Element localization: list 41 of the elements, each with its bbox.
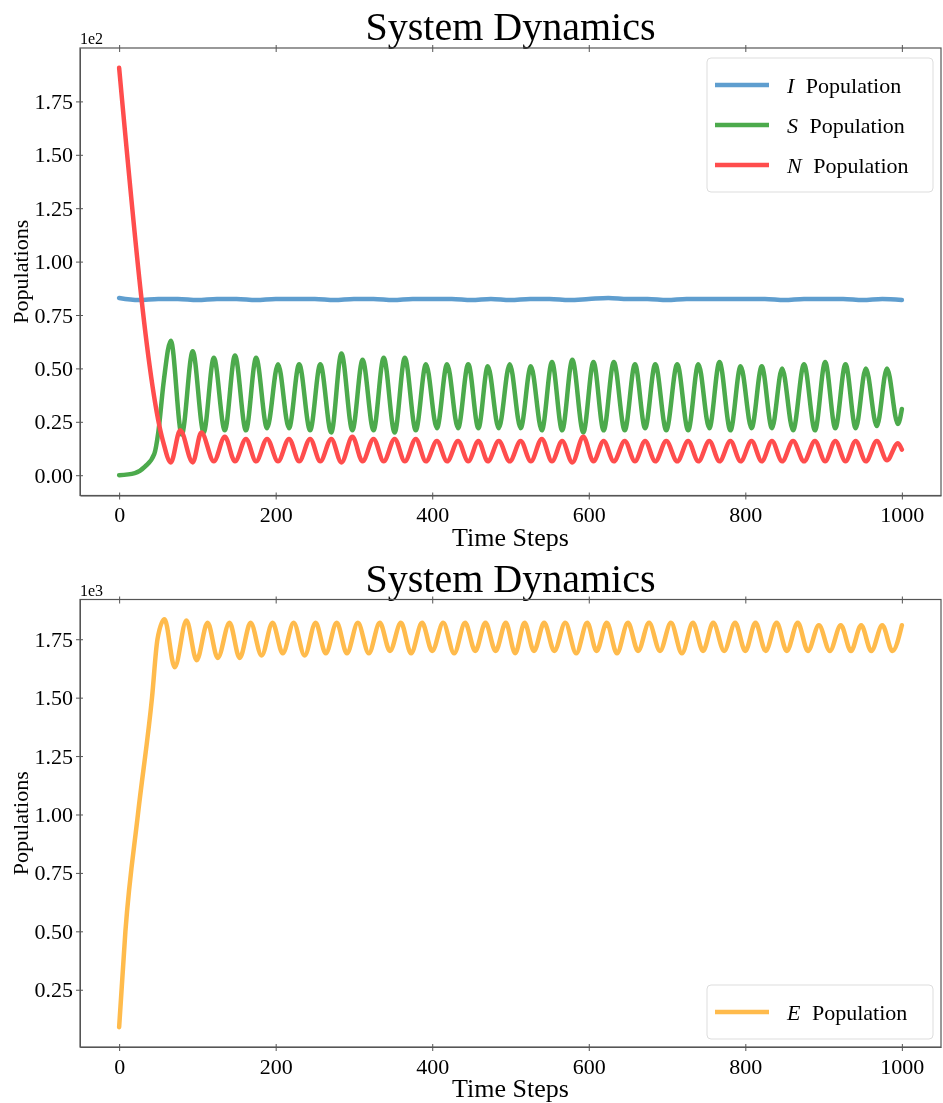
y-tick-label: 1.00	[34, 802, 73, 828]
y-axis-title: Populations	[8, 771, 33, 876]
y-tick-label: 1.50	[34, 685, 73, 711]
x-tick-label: 200	[259, 502, 293, 528]
chart-title: System Dynamics	[365, 555, 656, 601]
x-tick-label: 1000	[880, 502, 925, 528]
legend-label: S Population	[787, 112, 905, 138]
y-tick-label: 0.50	[34, 355, 73, 381]
y-tick-label: 0.75	[34, 860, 73, 886]
legend-label: N Population	[786, 152, 909, 178]
x-tick-label: 200	[259, 1053, 293, 1079]
x-tick-label: 800	[729, 502, 763, 528]
x-tick-label: 800	[729, 1053, 763, 1079]
text: 1e2	[80, 30, 104, 47]
chart-title: System Dynamics	[365, 4, 656, 49]
legend-label: E Population	[786, 999, 908, 1025]
y-tick-label: 0.00	[34, 462, 73, 488]
x-tick-label: 0	[114, 502, 126, 528]
y-tick-label: 1.25	[34, 195, 73, 221]
y-axis-title: Populations	[8, 219, 33, 324]
x-tick-label: 600	[572, 1053, 606, 1079]
y-tick-label: 0.75	[34, 302, 73, 328]
x-tick-label: 400	[416, 1053, 450, 1079]
line-series	[116, 617, 905, 1030]
y-tick-label: 0.25	[34, 409, 73, 435]
x-axis-title: Time Steps	[452, 1074, 569, 1103]
y-tick-label: 0.50	[34, 918, 73, 944]
text: 1e3	[80, 581, 104, 599]
x-tick-label: 0	[114, 1053, 126, 1079]
x-tick-label: 600	[572, 502, 606, 528]
y-tick-label: 0.25	[34, 977, 73, 1003]
y-tick-label: 1.75	[34, 88, 73, 114]
legend-label: I Population	[786, 72, 902, 98]
y-tick-label: 1.50	[34, 142, 73, 168]
y-tick-label: 1.25	[34, 743, 73, 769]
line-series	[116, 338, 905, 478]
x-axis-title: Time Steps	[452, 522, 569, 552]
y-tick-label: 1.75	[34, 626, 73, 652]
x-tick-label: 1000	[880, 1053, 925, 1079]
x-tick-label: 400	[416, 502, 450, 528]
y-tick-label: 1.00	[34, 249, 73, 275]
